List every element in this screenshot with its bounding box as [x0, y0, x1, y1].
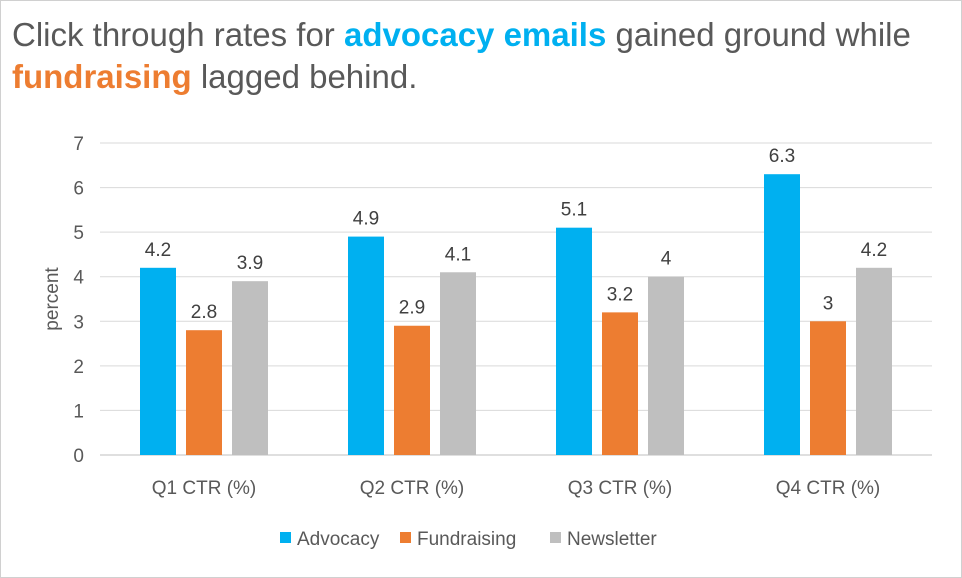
- bar-fundraising: [186, 330, 222, 455]
- legend-label: Fundraising: [417, 529, 516, 550]
- bar-fundraising: [602, 312, 638, 455]
- bar-newsletter: [440, 272, 476, 455]
- bar-advocacy: [348, 236, 384, 455]
- data-label: 4.2: [145, 240, 171, 261]
- bar-advocacy: [556, 227, 592, 455]
- title-highlight-advocacy: advocacy emails: [343, 16, 607, 53]
- y-tick-label: 2: [73, 357, 84, 378]
- data-label: 2.9: [399, 298, 425, 319]
- data-label: 6.3: [769, 146, 795, 167]
- title-text: Click through rates for: [12, 16, 344, 53]
- legend-swatch-fundraising: [400, 532, 411, 543]
- bar-advocacy: [764, 174, 800, 455]
- data-label: 5.1: [561, 200, 587, 221]
- title-text: lagged behind.: [191, 58, 418, 95]
- bar-advocacy: [140, 267, 176, 455]
- y-tick-label: 5: [73, 223, 84, 244]
- bar-newsletter: [232, 281, 268, 455]
- legend-swatch-advocacy: [280, 532, 291, 543]
- x-tick-label: Q4 CTR (%): [776, 478, 881, 499]
- bar-fundraising: [394, 325, 430, 455]
- y-tick-label: 0: [73, 446, 84, 467]
- x-tick-label: Q1 CTR (%): [152, 478, 257, 499]
- y-tick-label: 1: [73, 401, 84, 422]
- data-label: 3: [823, 293, 834, 314]
- y-axis-label: percent: [42, 267, 63, 331]
- data-label: 4.2: [861, 240, 887, 261]
- title-highlight-fundraising: fundraising: [12, 58, 192, 95]
- y-tick-label: 7: [73, 134, 84, 155]
- data-label: 3.9: [237, 253, 263, 274]
- y-tick-label: 4: [73, 268, 84, 289]
- legend-swatch-newsletter: [550, 532, 561, 543]
- bar-fundraising: [810, 321, 846, 455]
- y-tick-label: 3: [73, 312, 84, 333]
- data-label: 4.1: [445, 244, 471, 265]
- data-label: 4: [661, 249, 672, 270]
- bar-newsletter: [856, 267, 892, 455]
- title-text: gained ground while: [606, 16, 911, 53]
- legend-label: Advocacy: [297, 529, 380, 550]
- data-label: 4.9: [353, 209, 379, 230]
- chart-title: Click through rates for advocacy emails …: [12, 14, 911, 98]
- y-tick-label: 6: [73, 179, 84, 200]
- x-tick-label: Q2 CTR (%): [360, 478, 465, 499]
- bar-newsletter: [648, 276, 684, 455]
- data-label: 2.8: [191, 302, 217, 323]
- x-tick-label: Q3 CTR (%): [568, 478, 673, 499]
- legend-label: Newsletter: [567, 529, 657, 550]
- data-label: 3.2: [607, 284, 633, 305]
